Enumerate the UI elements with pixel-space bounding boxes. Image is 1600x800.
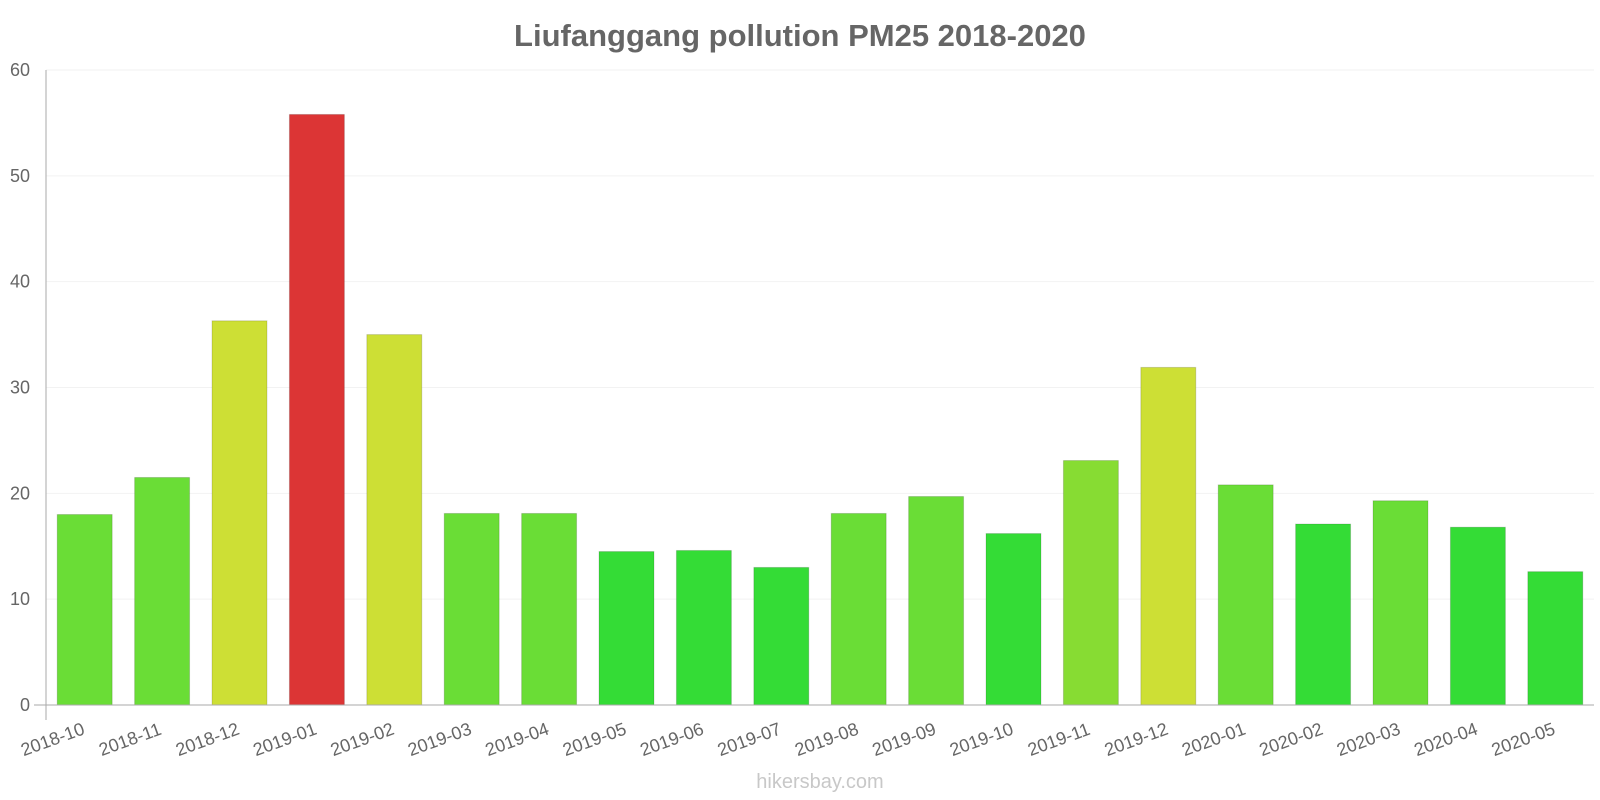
bar-2018-10[interactable]	[57, 515, 112, 706]
y-tick-label: 10	[10, 589, 30, 609]
pm25-bar-chart: Liufanggang pollution PM25 2018-2020 0 10…	[0, 0, 1600, 800]
x-tick-label: 2019-03	[405, 719, 474, 760]
gridlines	[46, 70, 1594, 599]
y-tick-label: 0	[20, 695, 30, 715]
y-tick-label: 50	[10, 166, 30, 186]
bar-2020-01[interactable]	[1218, 485, 1273, 705]
y-axis: 0 10 20 30 40 50 60	[10, 60, 46, 720]
x-tick-label: 2019-08	[792, 719, 861, 760]
bar-2019-11[interactable]	[1063, 461, 1118, 705]
bar-2018-12[interactable]	[212, 321, 267, 705]
x-tick-label: 2019-09	[870, 719, 939, 760]
x-tick-label: 2019-01	[250, 719, 319, 760]
x-tick-label: 2019-05	[560, 719, 629, 760]
x-tick-label: 2020-03	[1334, 719, 1403, 760]
bar-2019-08[interactable]	[831, 513, 886, 705]
bar-2018-11[interactable]	[135, 477, 190, 705]
bar-2019-01[interactable]	[289, 114, 344, 705]
y-tick-label: 40	[10, 272, 30, 292]
bar-2019-06[interactable]	[676, 550, 731, 705]
x-tick-label: 2019-04	[483, 719, 552, 760]
bar-2019-04[interactable]	[522, 513, 577, 705]
x-tick-label: 2020-02	[1257, 719, 1326, 760]
bar-2019-02[interactable]	[367, 335, 422, 705]
x-tick-label: 2020-05	[1489, 719, 1558, 760]
bar-2020-02[interactable]	[1296, 524, 1351, 705]
bar-2020-03[interactable]	[1373, 501, 1428, 705]
x-axis: 2018-10 2018-11 2018-12 2019-01 2019-02 2019-…	[18, 705, 1594, 760]
x-tick-label: 2019-07	[715, 719, 784, 760]
y-tick-label: 30	[10, 378, 30, 398]
x-tick-label: 2019-06	[637, 719, 706, 760]
bar-2020-04[interactable]	[1450, 527, 1505, 705]
bar-2019-05[interactable]	[599, 552, 654, 705]
bar-2019-03[interactable]	[444, 513, 499, 705]
x-tick-label: 2018-10	[18, 719, 87, 760]
x-tick-label: 2018-11	[96, 719, 164, 760]
bar-2019-07[interactable]	[754, 567, 809, 705]
y-tick-label: 60	[10, 60, 30, 80]
x-tick-label: 2019-12	[1102, 719, 1171, 760]
x-tick-label: 2018-12	[173, 719, 242, 760]
chart-title: Liufanggang pollution PM25 2018-2020	[514, 18, 1086, 53]
watermark: hikersbay.com	[756, 771, 883, 793]
bar-2020-05[interactable]	[1528, 572, 1583, 705]
x-tick-label: 2019-02	[328, 719, 397, 760]
bar-2019-09[interactable]	[909, 497, 964, 705]
y-tick-label: 20	[10, 483, 30, 503]
bar-2019-10[interactable]	[986, 534, 1041, 705]
bars	[57, 114, 1583, 705]
x-tick-label: 2020-01	[1179, 719, 1248, 760]
x-tick-label: 2020-04	[1411, 719, 1480, 760]
x-tick-label: 2019-10	[947, 719, 1016, 760]
x-tick-label: 2019-11	[1025, 719, 1093, 760]
bar-2019-12[interactable]	[1141, 367, 1196, 705]
